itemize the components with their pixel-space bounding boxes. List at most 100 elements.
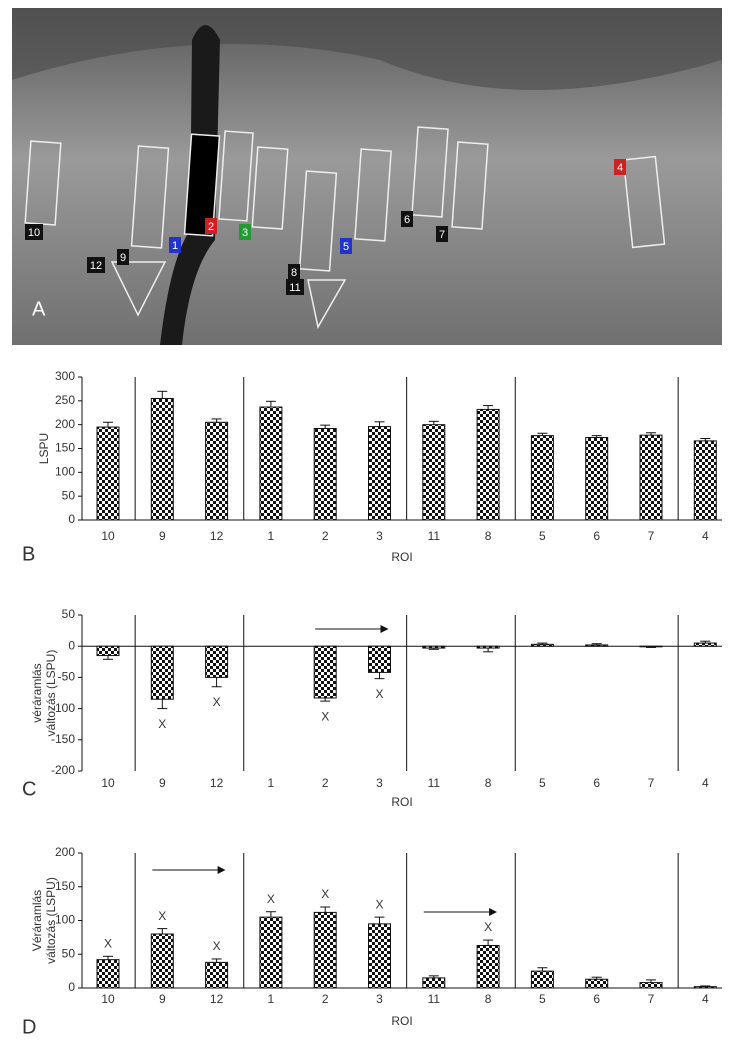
bar xyxy=(96,959,120,989)
y-axis-title: véráramlás xyxy=(30,663,44,722)
x-tick-label: 2 xyxy=(322,529,329,543)
roi-box xyxy=(411,126,449,218)
y-tick-label: -200 xyxy=(51,763,75,777)
bar xyxy=(96,426,120,521)
bar xyxy=(259,916,283,989)
x-tick-label: 2 xyxy=(322,776,329,790)
significance-mark: X xyxy=(267,892,275,906)
error-bar xyxy=(428,648,439,650)
x-tick-label: 3 xyxy=(376,529,383,543)
roi-label-box xyxy=(25,224,43,240)
bar xyxy=(476,645,500,649)
bar xyxy=(150,933,174,989)
x-tick-label: 8 xyxy=(485,992,492,1006)
bar xyxy=(693,986,717,989)
bar xyxy=(259,406,283,521)
bar xyxy=(639,982,663,989)
x-tick-label: 10 xyxy=(101,776,115,790)
x-tick-label: 7 xyxy=(648,992,655,1006)
roi-triangle xyxy=(110,261,167,317)
error-bar xyxy=(591,976,602,980)
x-tick-label: 7 xyxy=(648,776,655,790)
roi-box xyxy=(130,145,170,249)
bar xyxy=(585,437,609,521)
significance-mark: X xyxy=(213,939,221,953)
significance-mark: X xyxy=(104,936,112,950)
error-bar xyxy=(646,979,656,983)
error-bar xyxy=(537,967,548,972)
roi-box xyxy=(218,130,254,222)
x-tick-label: 1 xyxy=(268,529,275,543)
bar xyxy=(530,970,554,989)
bar xyxy=(313,911,337,989)
y-tick-label: 0 xyxy=(68,980,75,994)
roi-box xyxy=(24,140,62,226)
bar xyxy=(368,426,391,521)
y-tick-label: 250 xyxy=(55,393,75,407)
roi-label-box xyxy=(169,237,181,253)
error-bar xyxy=(211,958,222,963)
roi-label-box xyxy=(87,257,105,273)
y-axis-title: LSPU xyxy=(37,433,51,464)
error-bar xyxy=(374,421,385,427)
error-bar xyxy=(700,437,711,441)
y-tick-label: -150 xyxy=(51,732,75,746)
bar xyxy=(693,642,717,647)
probe xyxy=(160,25,220,345)
bar xyxy=(585,978,609,989)
roi-box xyxy=(183,133,221,237)
x-tick-label: 1 xyxy=(268,776,275,790)
error-bar xyxy=(211,418,222,423)
x-tick-label: 10 xyxy=(101,529,115,543)
roi-label: 3 xyxy=(242,227,248,239)
error-bar xyxy=(265,400,276,408)
panel-letter: B xyxy=(22,543,35,565)
error-bar xyxy=(537,642,548,645)
x-tick-label: 8 xyxy=(485,776,492,790)
roi-box xyxy=(354,148,392,242)
roi-label-box xyxy=(205,218,217,234)
significance-mark: X xyxy=(321,709,329,723)
x-tick-label: 6 xyxy=(593,776,600,790)
x-tick-label: 7 xyxy=(648,529,655,543)
x-tick-label: 6 xyxy=(593,529,600,543)
x-tick-label: 5 xyxy=(539,992,546,1006)
panel-letter: D xyxy=(22,1016,36,1038)
roi-label-box xyxy=(288,264,300,280)
y-tick-label: -100 xyxy=(51,701,75,715)
y-tick-label: 50 xyxy=(62,946,76,960)
error-bar xyxy=(591,435,602,438)
roi-box xyxy=(298,170,338,272)
bar xyxy=(150,397,174,521)
x-tick-label: 9 xyxy=(159,992,166,1006)
x-axis-title: ROI xyxy=(391,795,412,809)
bar xyxy=(693,440,717,521)
error-bar xyxy=(700,640,711,644)
roi-label: 9 xyxy=(120,252,126,264)
error-bar xyxy=(537,432,548,436)
bar xyxy=(205,645,229,678)
roi-label-box xyxy=(117,249,129,265)
significance-mark: X xyxy=(484,920,492,934)
bar xyxy=(96,645,120,657)
roi-box xyxy=(251,146,289,230)
error-bar xyxy=(265,911,276,918)
roi-label: 12 xyxy=(90,260,102,272)
error-bar xyxy=(374,672,385,680)
x-tick-label: 10 xyxy=(101,992,115,1006)
error-bar xyxy=(320,424,331,429)
error-bar xyxy=(483,648,494,653)
significance-mark: X xyxy=(213,695,221,709)
y-tick-label: 50 xyxy=(62,607,76,621)
bar xyxy=(150,645,174,700)
bar xyxy=(368,923,391,989)
significance-mark: X xyxy=(321,887,329,901)
roi-label: 6 xyxy=(404,214,410,226)
error-bar xyxy=(428,975,439,978)
roi-label: 5 xyxy=(343,241,349,253)
error-bar xyxy=(646,432,656,436)
bar xyxy=(530,643,554,647)
x-tick-label: 12 xyxy=(210,776,224,790)
roi-label-box xyxy=(401,211,413,227)
y-tick-label: 300 xyxy=(55,369,75,383)
